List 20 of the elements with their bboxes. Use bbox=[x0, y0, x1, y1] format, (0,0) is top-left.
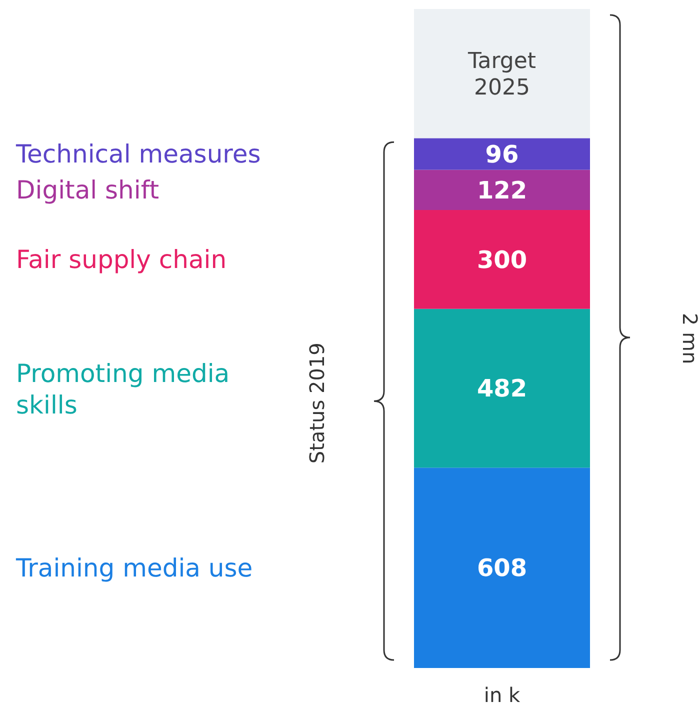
data-label: 482 bbox=[476, 374, 528, 403]
text: 2 mn bbox=[678, 312, 700, 364]
bar bbox=[414, 138, 590, 170]
bar bbox=[414, 170, 590, 210]
text: Technical measures bbox=[15, 140, 261, 169]
data-label: 608 bbox=[476, 554, 528, 582]
data-label: 96 bbox=[485, 140, 519, 168]
data-label: 122 bbox=[476, 176, 528, 204]
text: Fair supply chain bbox=[16, 245, 227, 274]
text: Promoting media skills bbox=[16, 359, 230, 420]
bar bbox=[414, 308, 590, 468]
text: Digital shift bbox=[16, 176, 160, 205]
data-label: 300 bbox=[476, 246, 528, 274]
bar bbox=[414, 210, 590, 309]
series-label: Target 2025 bbox=[466, 49, 536, 100]
text: Training media use bbox=[15, 554, 253, 583]
bar bbox=[414, 9, 590, 138]
bar bbox=[414, 468, 590, 668]
text: Status 2019 bbox=[305, 342, 329, 464]
text: in k bbox=[484, 683, 521, 707]
